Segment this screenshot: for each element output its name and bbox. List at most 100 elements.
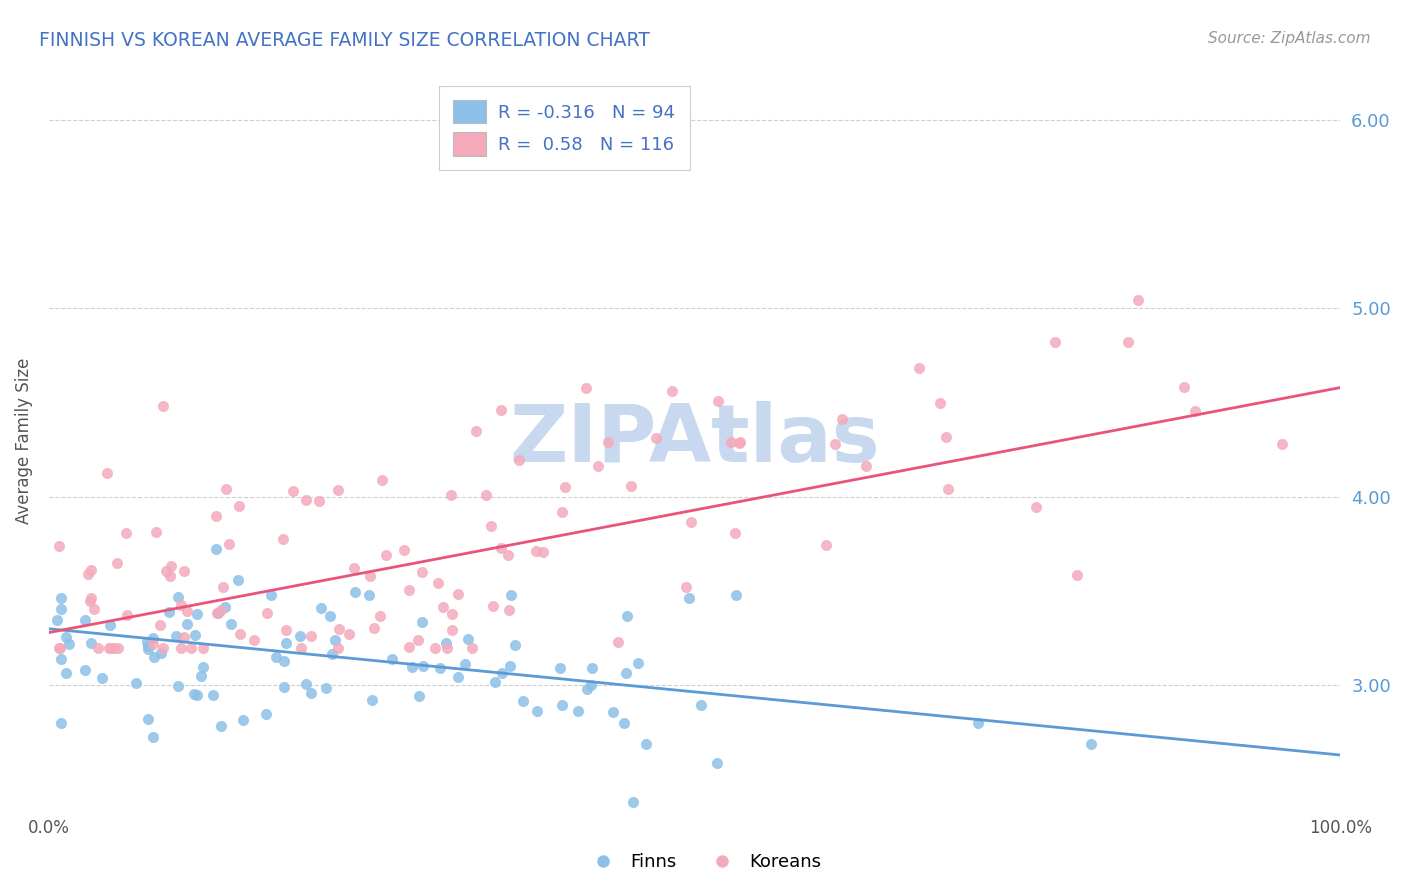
Point xyxy=(205,606,228,620)
Point xyxy=(115,526,138,541)
Point xyxy=(207,606,229,620)
Point xyxy=(232,713,254,727)
Point xyxy=(576,681,599,696)
Point xyxy=(183,628,205,642)
Point xyxy=(429,661,451,675)
Point xyxy=(554,479,576,493)
Point xyxy=(273,654,295,668)
Point xyxy=(155,564,177,578)
Point xyxy=(434,636,457,650)
Point xyxy=(254,707,277,722)
Point xyxy=(401,660,423,674)
Point xyxy=(728,436,751,450)
Point xyxy=(186,607,208,621)
Point xyxy=(720,434,742,449)
Point xyxy=(357,588,380,602)
Point xyxy=(58,637,80,651)
Point xyxy=(359,569,381,583)
Point xyxy=(363,622,385,636)
Point xyxy=(411,615,433,630)
Point xyxy=(264,649,287,664)
Point xyxy=(48,539,70,553)
Point xyxy=(315,681,337,695)
Point xyxy=(621,795,644,809)
Point xyxy=(142,730,165,744)
Point xyxy=(319,609,342,624)
Point xyxy=(398,640,420,654)
Point xyxy=(465,425,488,439)
Point xyxy=(173,564,195,578)
Point xyxy=(107,640,129,655)
Point xyxy=(190,669,212,683)
Point xyxy=(661,384,683,398)
Point xyxy=(550,661,572,675)
Point xyxy=(498,603,520,617)
Point xyxy=(166,679,188,693)
Point xyxy=(308,494,330,508)
Point xyxy=(142,649,165,664)
Point xyxy=(675,580,697,594)
Point xyxy=(855,459,877,474)
Point xyxy=(221,617,243,632)
Point xyxy=(479,519,502,533)
Point xyxy=(551,505,574,519)
Point xyxy=(1126,293,1149,308)
Point xyxy=(586,459,609,474)
Point xyxy=(634,737,657,751)
Point xyxy=(165,629,187,643)
Point xyxy=(98,617,121,632)
Point xyxy=(80,636,103,650)
Point xyxy=(503,638,526,652)
Point xyxy=(46,613,69,627)
Point xyxy=(426,575,449,590)
Point xyxy=(1025,500,1047,514)
Point xyxy=(97,640,120,655)
Point xyxy=(290,640,312,655)
Point xyxy=(474,488,496,502)
Point xyxy=(214,599,236,614)
Point xyxy=(295,677,318,691)
Point xyxy=(344,585,367,599)
Point xyxy=(136,639,159,653)
Point xyxy=(531,545,554,559)
Point xyxy=(432,600,454,615)
Point xyxy=(457,632,479,646)
Point xyxy=(159,569,181,583)
Point xyxy=(281,484,304,499)
Text: Source: ZipAtlas.com: Source: ZipAtlas.com xyxy=(1208,31,1371,46)
Point xyxy=(689,698,711,712)
Point xyxy=(73,613,96,627)
Point xyxy=(1271,437,1294,451)
Point xyxy=(105,556,128,570)
Point xyxy=(299,629,322,643)
Point xyxy=(484,675,506,690)
Point xyxy=(142,632,165,646)
Point xyxy=(145,524,167,539)
Point xyxy=(176,604,198,618)
Point xyxy=(201,689,224,703)
Point xyxy=(49,602,72,616)
Point xyxy=(408,689,430,703)
Legend: R = -0.316   N = 94, R =  0.58   N = 116: R = -0.316 N = 94, R = 0.58 N = 116 xyxy=(439,86,690,170)
Point xyxy=(228,573,250,587)
Point xyxy=(49,652,72,666)
Point xyxy=(311,601,333,615)
Point xyxy=(77,567,100,582)
Point xyxy=(1118,334,1140,349)
Point xyxy=(274,636,297,650)
Point xyxy=(908,360,931,375)
Point xyxy=(91,671,114,685)
Point xyxy=(454,657,477,671)
Point xyxy=(136,635,159,649)
Point xyxy=(447,587,470,601)
Point xyxy=(80,563,103,577)
Point xyxy=(824,437,846,451)
Point xyxy=(149,646,172,660)
Point xyxy=(183,687,205,701)
Point xyxy=(551,698,574,712)
Point xyxy=(481,599,503,613)
Point xyxy=(596,435,619,450)
Point xyxy=(728,434,751,449)
Point xyxy=(724,587,747,601)
Point xyxy=(205,541,228,556)
